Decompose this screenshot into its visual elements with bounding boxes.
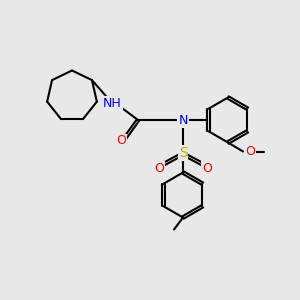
Text: O: O <box>117 134 126 148</box>
Text: O: O <box>154 161 164 175</box>
Text: O: O <box>202 161 212 175</box>
Text: NH: NH <box>103 97 122 110</box>
Text: S: S <box>178 146 188 160</box>
Text: N: N <box>178 113 188 127</box>
Text: O: O <box>246 145 255 158</box>
